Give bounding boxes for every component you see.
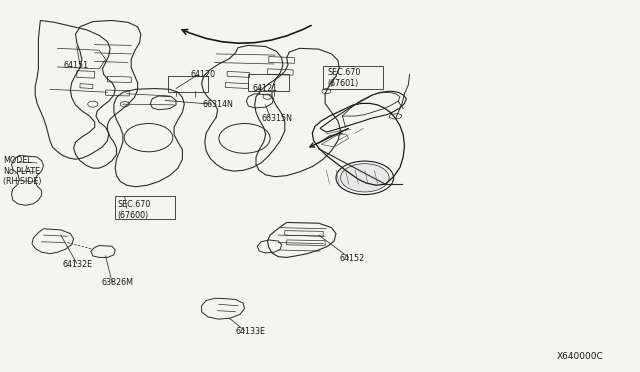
Text: 64132E: 64132E xyxy=(63,260,93,269)
Text: SEC.670
(67600): SEC.670 (67600) xyxy=(117,201,150,220)
Text: 64151: 64151 xyxy=(64,61,89,70)
Text: X640000C: X640000C xyxy=(557,352,604,361)
FancyArrowPatch shape xyxy=(182,25,311,43)
Text: 64133E: 64133E xyxy=(236,327,266,336)
Text: 64121: 64121 xyxy=(253,84,278,93)
Text: 66314N: 66314N xyxy=(202,100,233,109)
FancyArrowPatch shape xyxy=(310,128,348,147)
Text: SEC.670
(67601): SEC.670 (67601) xyxy=(328,68,361,88)
Text: 63826M: 63826M xyxy=(101,278,133,287)
Circle shape xyxy=(340,164,389,192)
Text: 64120: 64120 xyxy=(191,70,216,79)
Text: 66315N: 66315N xyxy=(261,114,292,123)
Text: 64152: 64152 xyxy=(339,254,364,263)
Text: MODEL
No.PLATE
(RH SIDE): MODEL No.PLATE (RH SIDE) xyxy=(3,156,42,186)
